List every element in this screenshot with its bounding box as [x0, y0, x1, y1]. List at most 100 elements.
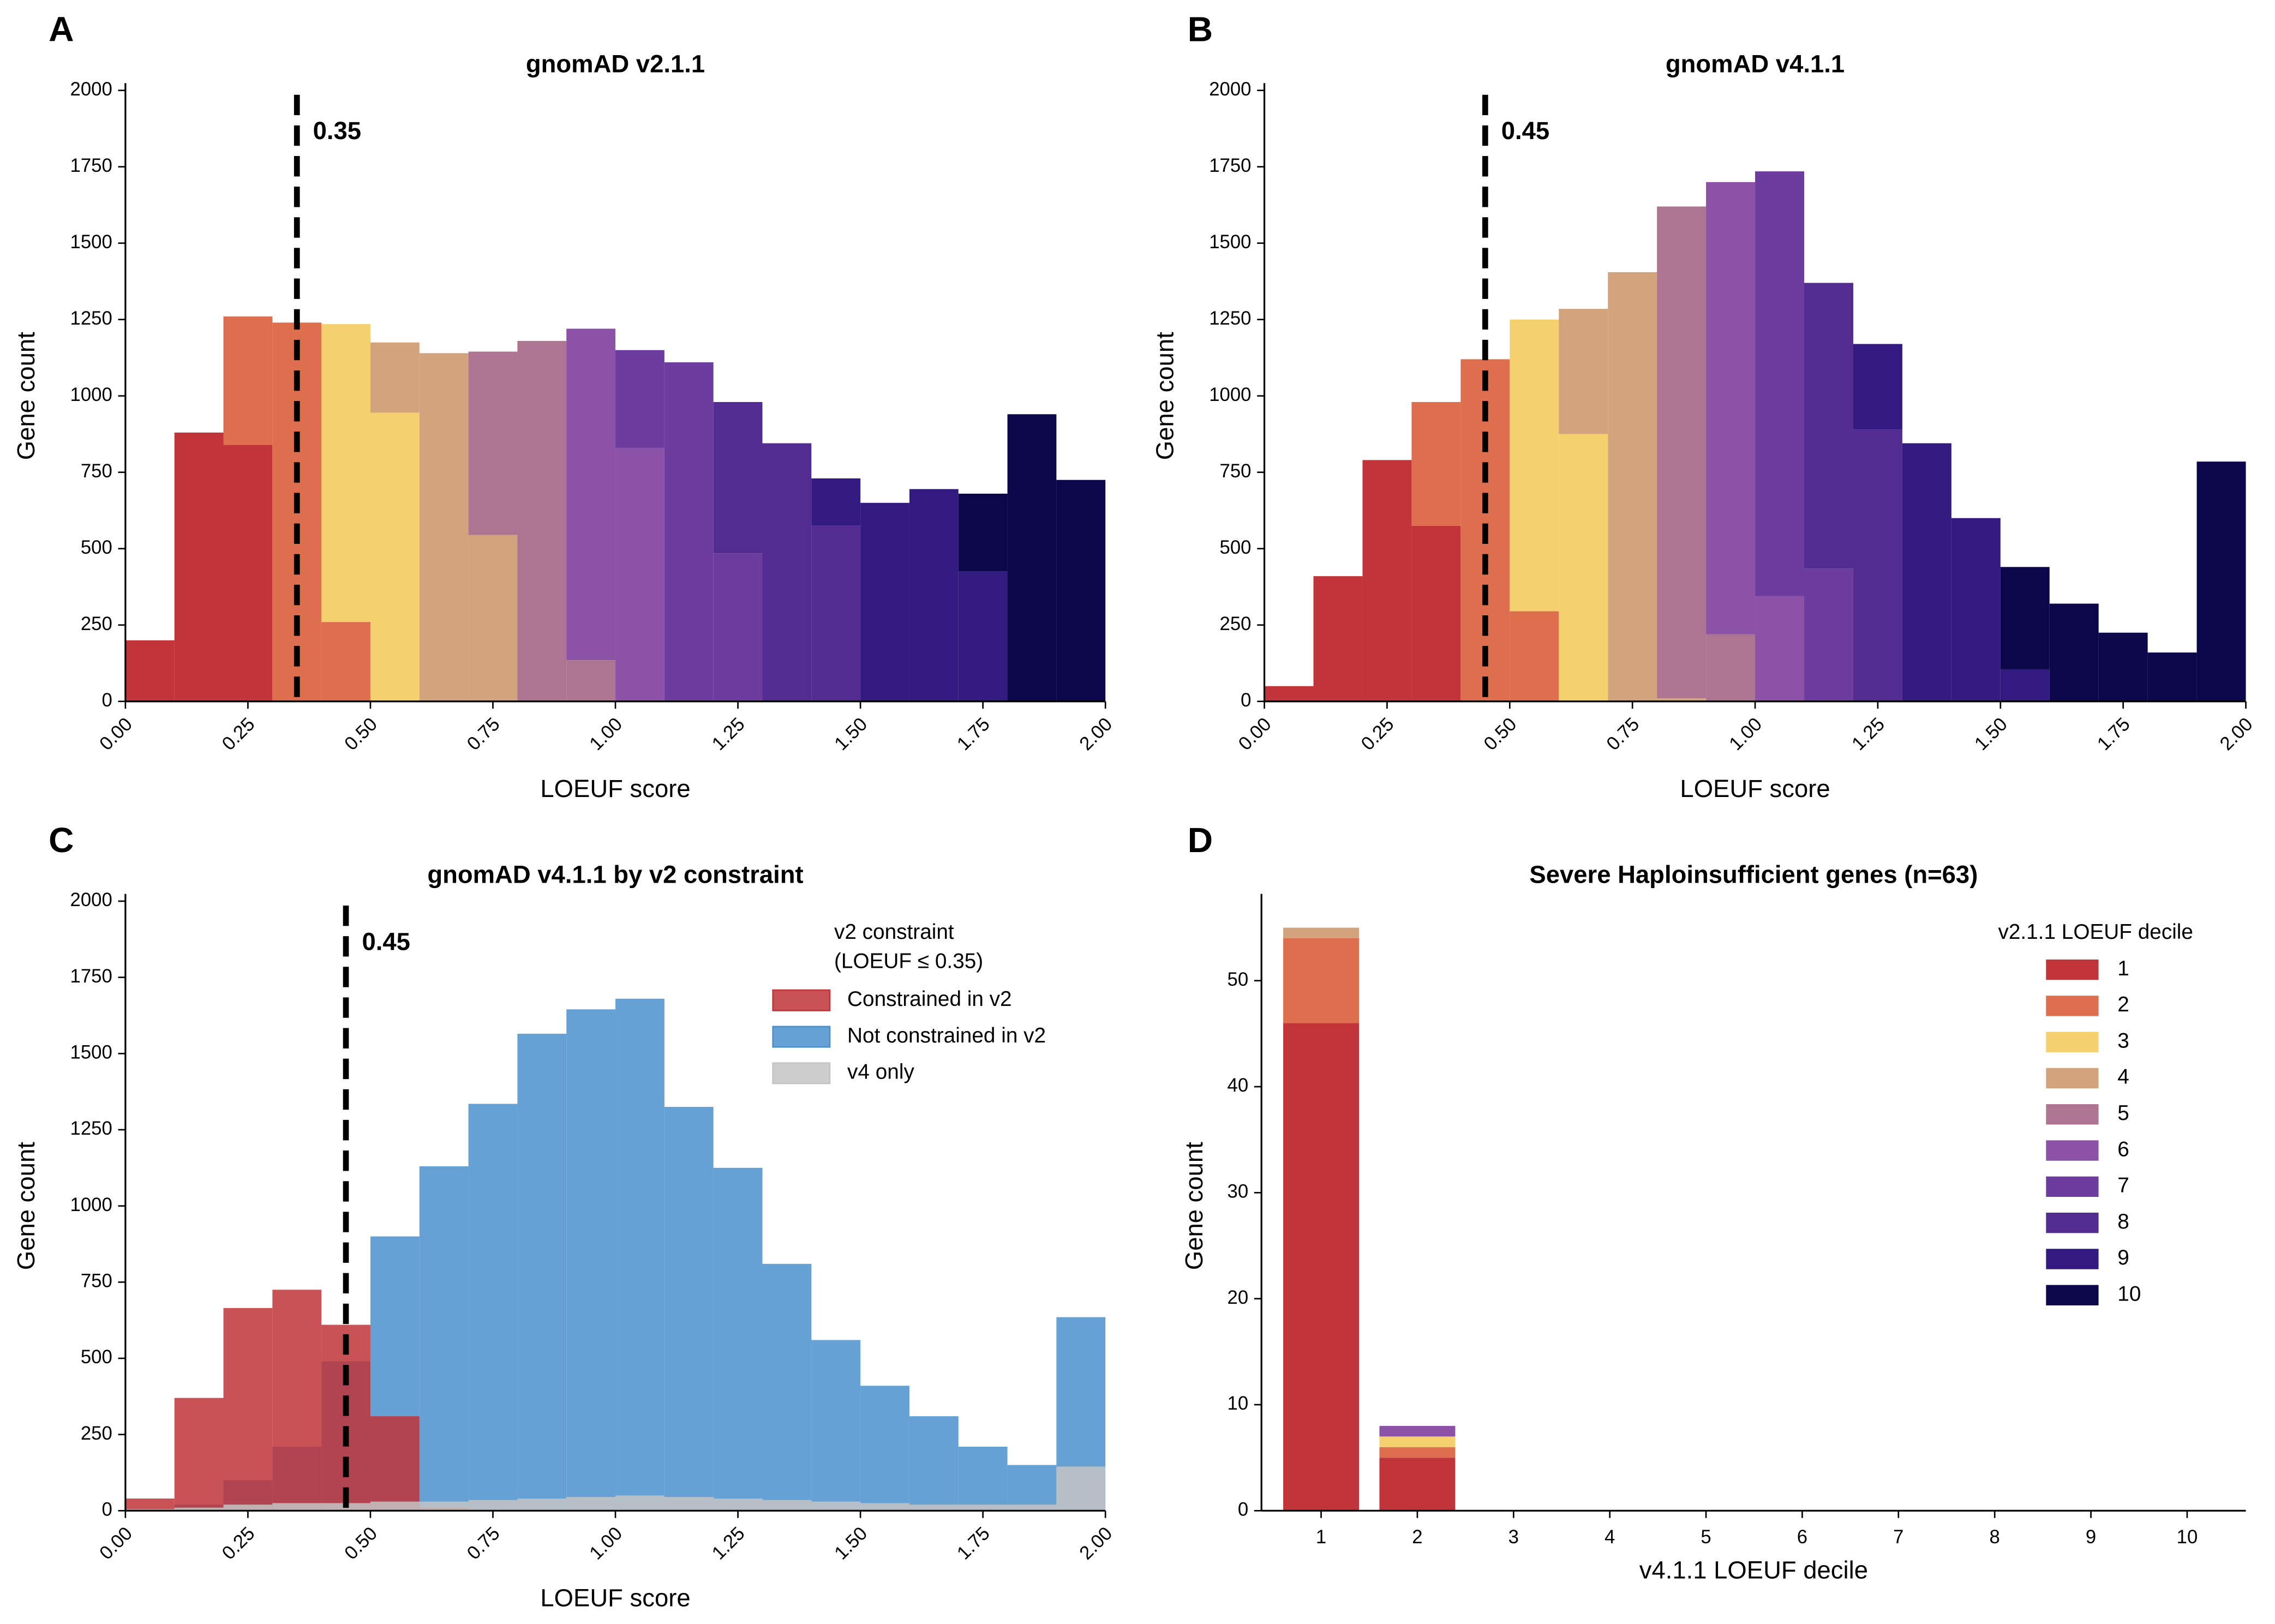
histogram-bar: [174, 432, 224, 702]
histogram-bar: [2000, 567, 2050, 669]
x-tick-label: 1.25: [708, 714, 749, 754]
x-axis-label: LOEUF score: [540, 775, 690, 802]
y-tick-label: 500: [81, 537, 112, 558]
x-tick-label: 1.75: [2093, 714, 2134, 754]
y-tick-label: 1500: [70, 1042, 112, 1063]
marks: [1283, 927, 1456, 1511]
histogram-bar: [1362, 460, 1412, 702]
threshold-label: 0.35: [313, 117, 361, 145]
histogram-bar: [1804, 283, 1853, 569]
legend-swatch: [2046, 1068, 2099, 1089]
y-tick-label: 500: [1220, 537, 1252, 558]
legend-swatch: [2046, 1212, 2099, 1233]
histogram-bar: [713, 553, 763, 702]
histogram-bar: [370, 342, 420, 413]
histogram-bar: [762, 1500, 812, 1511]
x-tick-label: 1.50: [831, 1523, 872, 1564]
histogram-bar: [370, 1501, 420, 1511]
x-tick-label: 1.25: [708, 1523, 749, 1564]
histogram-bar: [1007, 1505, 1057, 1511]
panel-letter: D: [1188, 820, 1213, 860]
histogram-bar: [811, 1340, 861, 1511]
chart-title: gnomAD v4.1.1 by v2 constraint: [427, 861, 803, 889]
legend-swatch: [2046, 1249, 2099, 1269]
histogram-bar: [615, 998, 664, 1511]
histogram-bar: [860, 1386, 909, 1511]
histogram-bar: [1510, 319, 1559, 612]
histogram-bar: [664, 362, 714, 702]
y-tick-label: 750: [1220, 461, 1252, 482]
histogram-bar: [321, 1325, 370, 1511]
marks: [125, 998, 1106, 1511]
y-tick-label: 0: [1238, 1499, 1248, 1520]
histogram-bar: [174, 1398, 224, 1511]
histogram-bar: [1951, 518, 2001, 702]
y-tick-label: 500: [81, 1347, 112, 1368]
panel-letter: A: [49, 10, 74, 49]
y-tick-label: 250: [1220, 614, 1252, 634]
y-tick-label: 50: [1228, 969, 1249, 990]
histogram-bar: [223, 1505, 273, 1511]
histogram-bar: [517, 1033, 567, 1511]
y-tick-label: 1500: [70, 232, 112, 253]
legend-swatch: [2046, 1140, 2099, 1161]
x-tick-label: 1.00: [586, 714, 627, 754]
x-tick-label: 0.50: [340, 714, 381, 754]
bar: [1379, 1447, 1456, 1458]
x-axis-label: v4.1.1 LOEUF decile: [1639, 1556, 1868, 1584]
x-tick-label: 1.50: [1971, 714, 2011, 754]
y-tick-label: 30: [1228, 1182, 1249, 1202]
histogram-bar: [419, 353, 469, 702]
legend-title: v2 constraint: [834, 920, 954, 944]
x-tick-label: 0.75: [463, 1523, 504, 1564]
legend-label: 2: [2117, 993, 2129, 1016]
histogram-bar: [125, 1498, 175, 1511]
marks: [1264, 171, 2246, 702]
y-tick-label: 1750: [70, 966, 112, 987]
x-tick-label: 6: [1797, 1527, 1807, 1548]
y-axis-label: Gene count: [1180, 1142, 1208, 1270]
x-tick-label: 0.50: [1480, 714, 1521, 754]
x-tick-label: 0.50: [340, 1523, 381, 1564]
x-tick-label: 0.00: [1235, 714, 1276, 754]
y-tick-label: 250: [81, 1423, 112, 1444]
histogram-bar: [811, 525, 861, 702]
histogram-bar: [1264, 686, 1314, 702]
histogram-bar: [2049, 603, 2099, 702]
legend-label: 8: [2117, 1210, 2129, 1233]
histogram-bar: [1755, 171, 1804, 596]
legend-label: 4: [2117, 1065, 2129, 1089]
histogram-bar: [223, 445, 273, 702]
x-tick-label: 9: [2086, 1527, 2096, 1548]
x-tick-label: 1: [1316, 1527, 1326, 1548]
histogram-bar: [958, 1446, 1008, 1511]
histogram-bar: [468, 351, 518, 535]
histogram-bar: [664, 1497, 714, 1511]
legend-swatch: [772, 1062, 831, 1084]
y-tick-label: 1000: [70, 385, 112, 405]
x-tick-label: 0.25: [218, 1523, 259, 1564]
y-tick-label: 0: [1241, 690, 1251, 711]
legend-label: 6: [2117, 1137, 2129, 1161]
x-axis-label: LOEUF score: [1680, 775, 1830, 802]
histogram-bar: [1559, 309, 1608, 434]
histogram-bar: [811, 1501, 861, 1511]
legend-title: v2.1.1 LOEUF decile: [1998, 920, 2193, 944]
legend-label: v4 only: [847, 1060, 914, 1084]
histogram-bar: [615, 350, 664, 448]
histogram-bar: [2196, 462, 2246, 702]
histogram-bar: [272, 1290, 322, 1511]
histogram-bar: [566, 328, 616, 661]
histogram-bar: [272, 1503, 322, 1511]
bar: [1283, 927, 1360, 938]
threshold-label: 0.45: [362, 927, 410, 955]
x-tick-label: 2.00: [1076, 1523, 1117, 1564]
y-tick-label: 10: [1228, 1393, 1249, 1414]
y-tick-label: 0: [101, 690, 112, 711]
panel-letter: B: [1188, 10, 1213, 49]
y-tick-label: 2000: [1209, 79, 1251, 100]
x-tick-label: 0.00: [95, 714, 136, 754]
legend-title: (LOEUF ≤ 0.35): [834, 949, 983, 973]
histogram-bar: [419, 1166, 469, 1511]
